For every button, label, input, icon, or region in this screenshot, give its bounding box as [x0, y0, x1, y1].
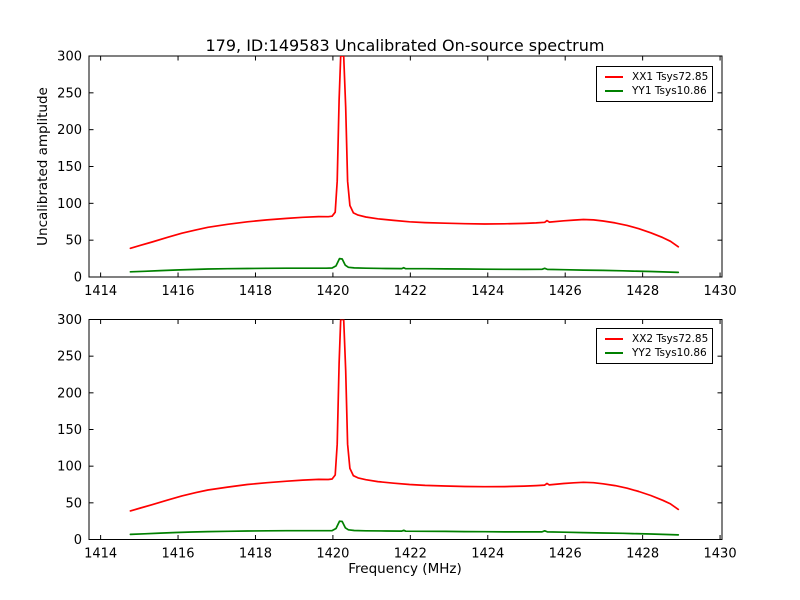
x-tick-label: 1430 — [704, 284, 737, 299]
legend-label-yy2: YY2 Tsys10.86 — [632, 347, 707, 359]
y-tick-label: 100 — [57, 460, 82, 475]
x-tick-label: 1416 — [161, 547, 194, 562]
x-tick-label: 1428 — [626, 547, 659, 562]
y-tick-label: 150 — [57, 160, 82, 175]
y-tick-label: 300 — [57, 313, 82, 328]
x-tick-label: 1414 — [84, 284, 117, 299]
y-tick-label: 150 — [57, 423, 82, 438]
series-yy2-line — [129, 520, 680, 536]
x-tick-label: 1428 — [626, 284, 659, 299]
legend-entry-xx1: XX1 Tsys72.85 — [597, 70, 712, 84]
y-tick-label: 50 — [65, 234, 82, 249]
x-tick-label: 1422 — [394, 547, 427, 562]
legend-subplot-1: XX1 Tsys72.85 YY1 Tsys10.86 — [596, 66, 713, 102]
legend-line-sample-xx1 — [605, 76, 623, 78]
figure-title: 179, ID:149583 Uncalibrated On-source sp… — [206, 36, 605, 55]
y-tick-label: 0 — [74, 271, 82, 286]
x-tick-label: 1422 — [394, 284, 427, 299]
y-tick-label: 0 — [74, 533, 82, 548]
legend-line-sample-xx2 — [605, 338, 623, 340]
subplot-2: 1414 1416 1418 1420 1422 1424 1426 1428 1430 0 50 1… — [57, 313, 736, 562]
series-xx2-line — [129, 319, 680, 512]
series-yy1-line — [129, 257, 680, 274]
x-tick-label: 1426 — [549, 284, 582, 299]
y-axis-label: Uncalibrated amplitude — [35, 87, 51, 246]
x-axis-label: Frequency (MHz) — [348, 561, 461, 577]
legend-line-sample-yy1 — [605, 90, 623, 92]
y-tick-label: 300 — [57, 50, 82, 65]
legend-label-xx2: XX2 Tsys72.85 — [632, 333, 709, 345]
legend-entry-yy2: YY2 Tsys10.86 — [597, 346, 712, 360]
y-tick-label: 200 — [57, 123, 82, 138]
subplot-1: 1414 1416 1418 1420 1422 1424 1426 1428 1430 0 50 1… — [57, 50, 736, 300]
y-tick-label: 250 — [57, 86, 82, 101]
x-tick-label: 1430 — [704, 547, 737, 562]
x-tick-label: 1418 — [239, 547, 272, 562]
legend-line-sample-yy2 — [605, 352, 623, 354]
series-xx1-line — [129, 56, 680, 250]
x-tick-label: 1418 — [239, 284, 272, 299]
y-tick-label: 200 — [57, 386, 82, 401]
legend-label-xx1: XX1 Tsys72.85 — [632, 71, 709, 83]
x-tick-label: 1424 — [471, 547, 504, 562]
y-tick-label: 250 — [57, 350, 82, 365]
x-tick-label: 1424 — [471, 284, 504, 299]
x-tick-label: 1426 — [549, 547, 582, 562]
legend-entry-yy1: YY1 Tsys10.86 — [597, 84, 712, 98]
legend-subplot-2: XX2 Tsys72.85 YY2 Tsys10.86 — [596, 328, 713, 364]
y-tick-label: 100 — [57, 197, 82, 212]
x-tick-label: 1420 — [316, 284, 349, 299]
legend-entry-xx2: XX2 Tsys72.85 — [597, 332, 712, 346]
x-tick-label: 1414 — [84, 547, 117, 562]
x-tick-label: 1416 — [161, 284, 194, 299]
legend-label-yy1: YY1 Tsys10.86 — [632, 85, 707, 97]
y-tick-label: 50 — [65, 496, 82, 511]
x-tick-label: 1420 — [316, 547, 349, 562]
